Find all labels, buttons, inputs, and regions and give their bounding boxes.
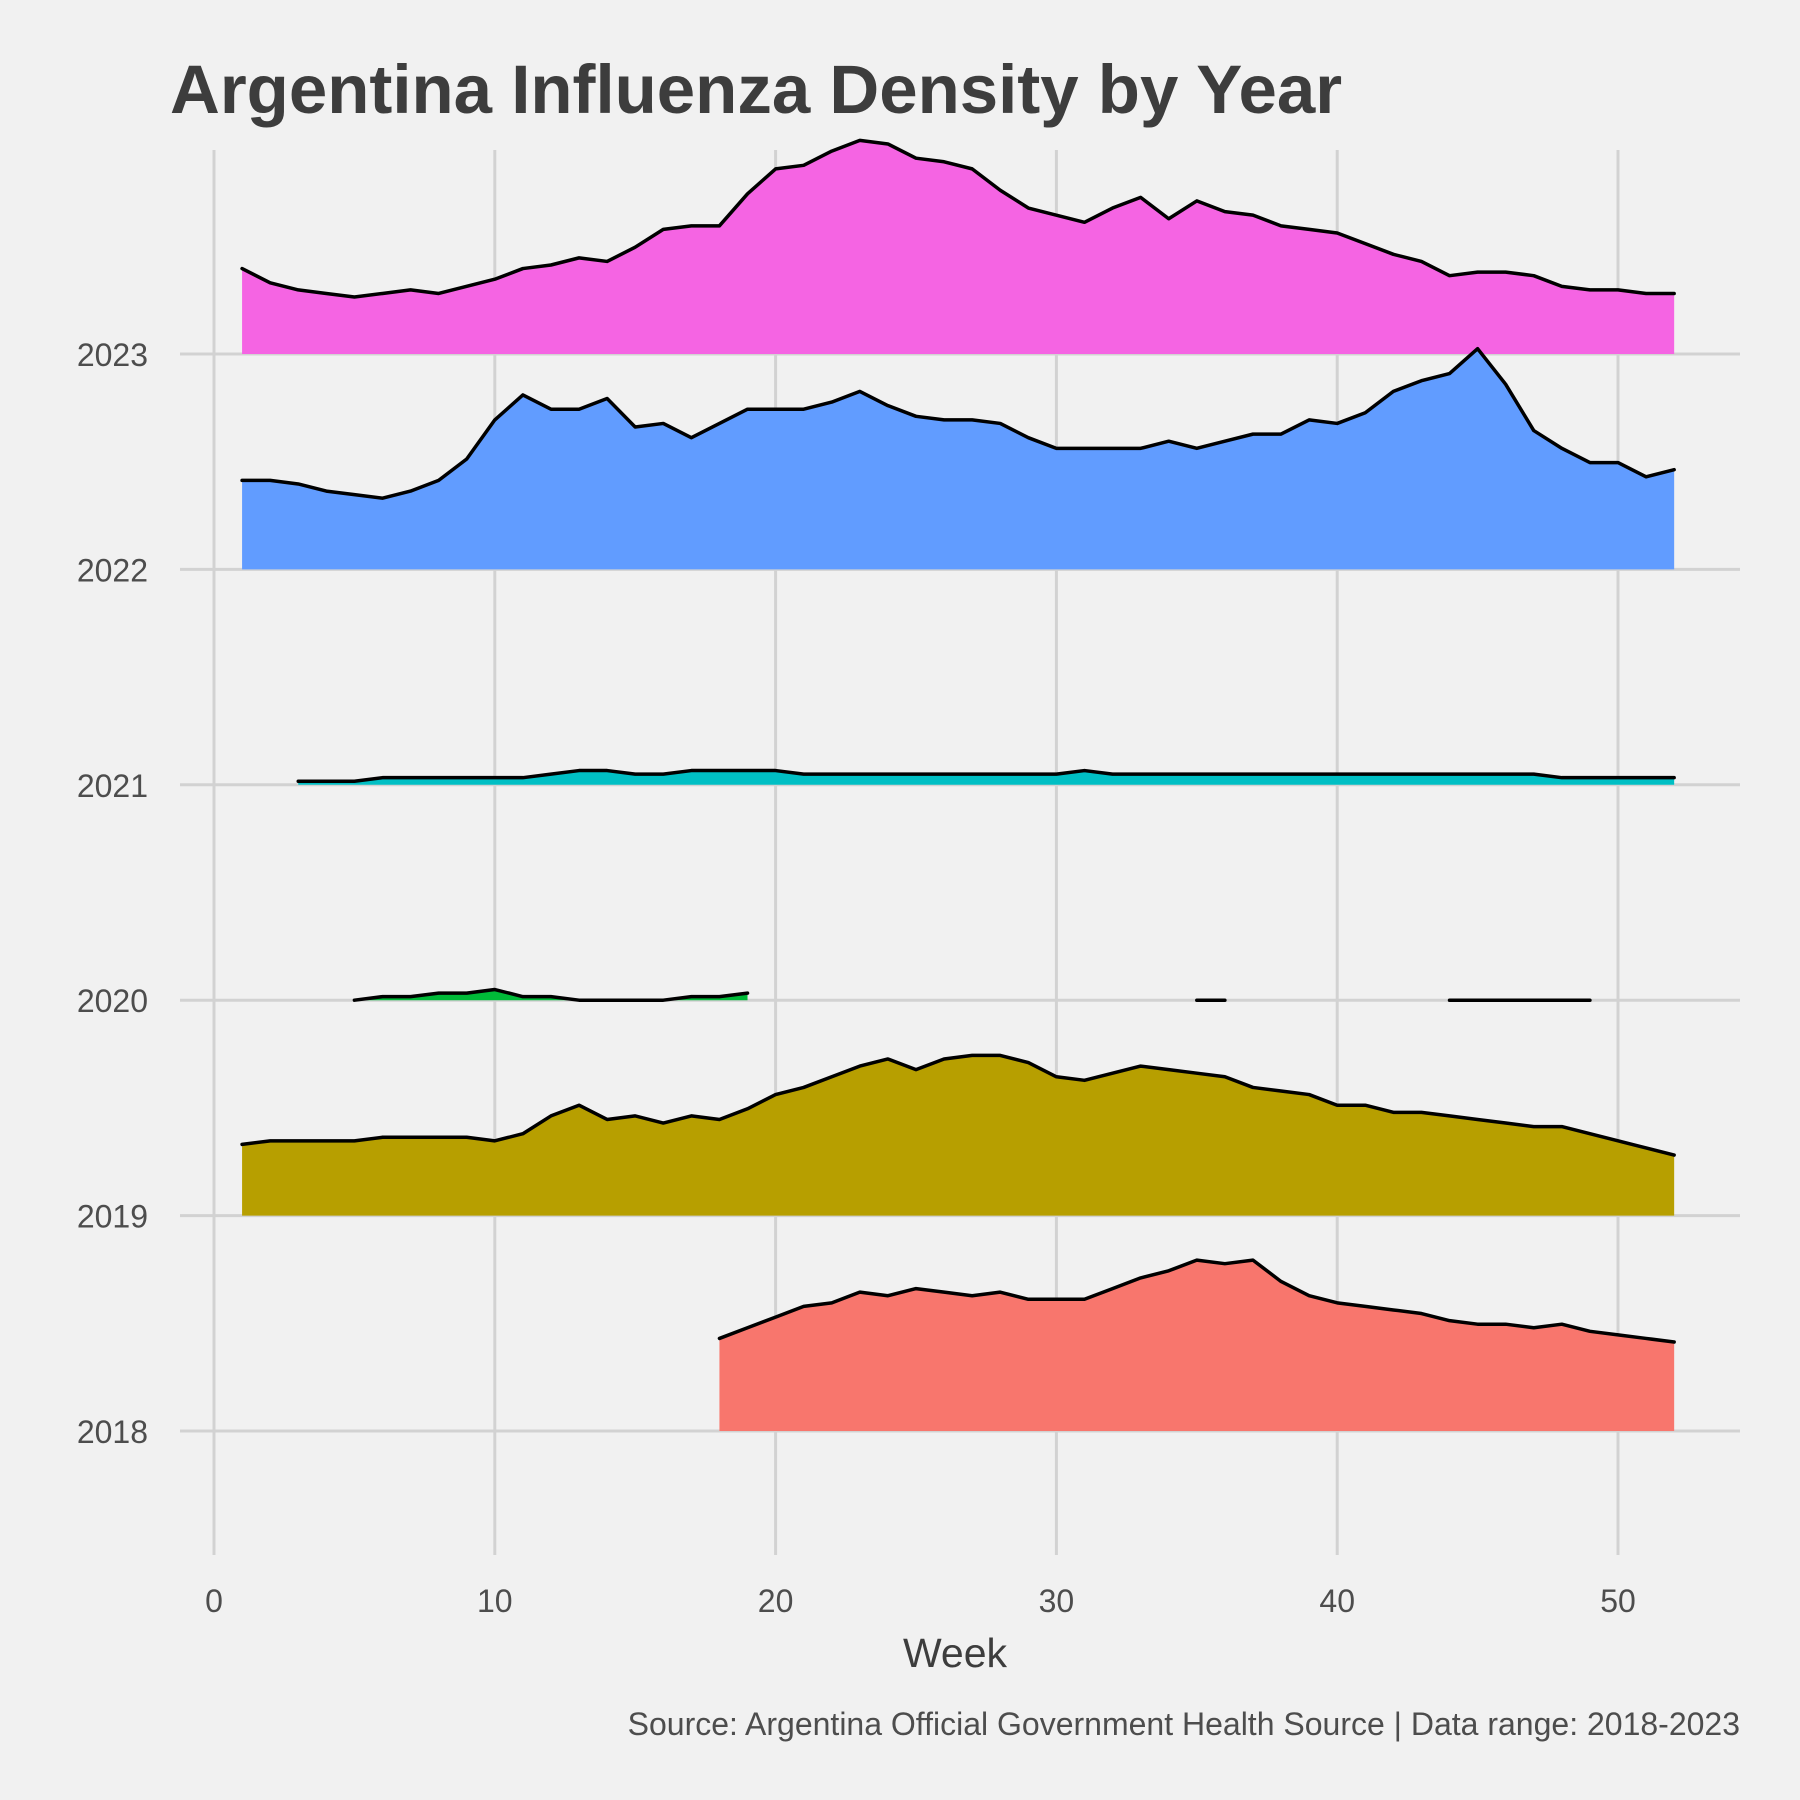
x-tick-label: 30	[1039, 1583, 1075, 1619]
x-tick-label: 10	[477, 1583, 513, 1619]
ridge-2021	[296, 768, 1676, 785]
ridge-outline-2021-0	[296, 768, 1676, 783]
x-axis-label: Week	[903, 1630, 1008, 1676]
y-tick-label-2023: 2023	[77, 337, 148, 373]
ridge-area-2020-0	[354, 989, 748, 1001]
x-tick-label: 40	[1319, 1583, 1355, 1619]
chart-title: Argentina Influenza Density by Year	[170, 51, 1342, 128]
ridge-2020	[352, 987, 1592, 1002]
ridge-area-2019-0	[242, 1055, 1675, 1216]
ridge-outline-2022-0	[240, 346, 1676, 500]
x-tick-label: 20	[758, 1583, 794, 1619]
x-tick-label: 50	[1600, 1583, 1636, 1619]
ridge-outline-2019-0	[240, 1053, 1676, 1157]
ridges	[240, 138, 1676, 1431]
y-tick-label-2020: 2020	[77, 983, 148, 1019]
y-tick-label-2022: 2022	[77, 552, 148, 588]
y-tick-label-2019: 2019	[77, 1199, 148, 1235]
ridge-outline-2023-0	[240, 138, 1676, 299]
ridge-area-2018-0	[719, 1260, 1675, 1431]
ridge-2023	[240, 138, 1676, 354]
y-tick-label-2018: 2018	[77, 1414, 148, 1450]
ridge-2022	[240, 346, 1676, 570]
ridge-2018	[717, 1258, 1676, 1431]
ridge-outline-2020-0	[352, 987, 750, 1002]
ridge-2019	[240, 1053, 1676, 1216]
y-tick-label-2021: 2021	[77, 768, 148, 804]
ridge-outline-2018-0	[717, 1258, 1676, 1344]
ridge-area-2022-0	[242, 348, 1675, 570]
ridge-area-2023-0	[242, 140, 1675, 354]
chart-caption: Source: Argentina Official Government He…	[628, 1706, 1740, 1742]
x-tick-label: 0	[205, 1583, 223, 1619]
axes: 0 10 20 30 40 50 2018 2019 2020 2021 2022 2023	[77, 337, 1636, 1619]
